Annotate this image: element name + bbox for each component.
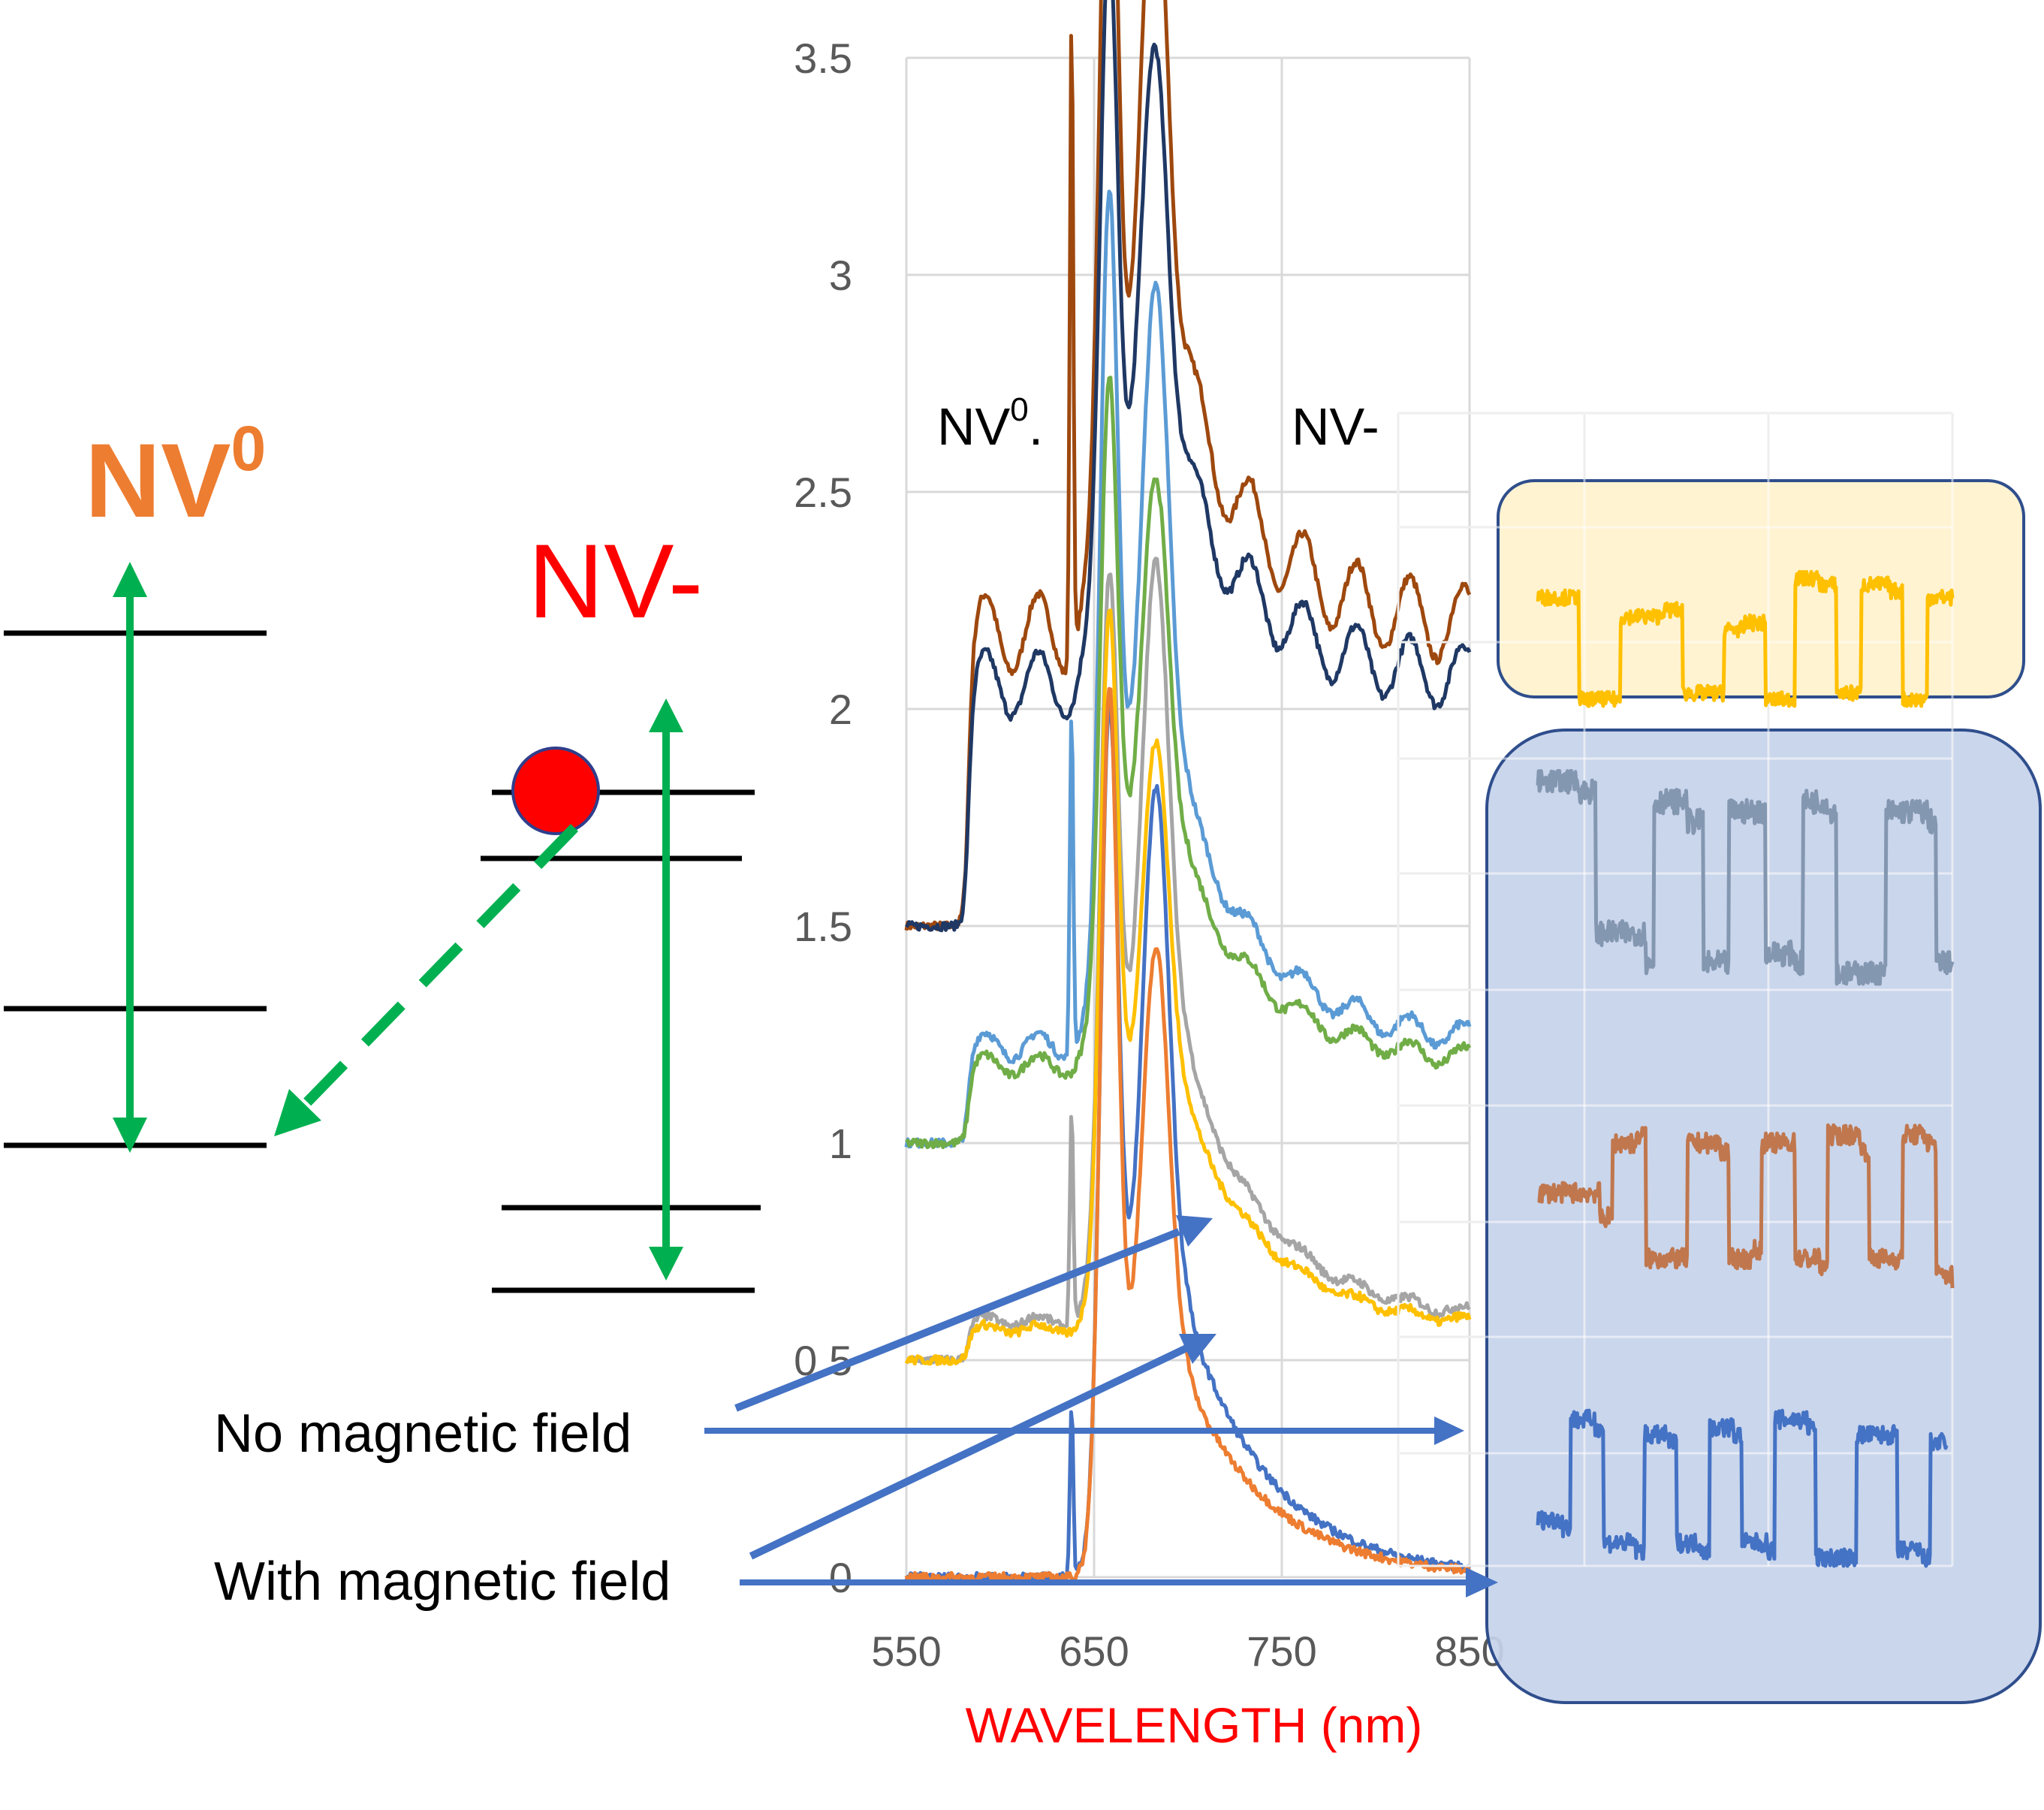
inset-grid-overlay: [1397, 412, 1954, 1567]
no-field-label: No magnetic field: [214, 1404, 632, 1464]
top-panel: [1497, 479, 2025, 698]
nvminus-label: NV-: [528, 522, 703, 640]
x-axis-label: WAVELENGTH (nm): [966, 1697, 1423, 1753]
time-trace-inset: [1397, 412, 2042, 1704]
spectrum-line: [905, 376, 1472, 1150]
nvminus-peak-label: NV-: [1292, 397, 1379, 456]
energy-diagram: NV0 NV-: [4, 413, 761, 1293]
arrow-with-field-to-spectrum: [749, 1334, 1216, 1560]
spectrum-chart: 00.511.522.533.5 550 650 750 850 WAVELENGTH…: [794, 0, 1505, 1753]
y-tick-label: 3.5: [794, 35, 852, 82]
spectrum-line: [904, 608, 1472, 1366]
y-tick-label: 0: [829, 1554, 852, 1601]
nvminus-transition-arrow: [649, 698, 683, 1281]
with-field-label: With magnetic field: [214, 1552, 671, 1612]
x-tick-label: 650: [1059, 1627, 1129, 1675]
pointer-arrows: No magnetic field With magnetic field: [214, 1215, 1498, 1612]
time-trace-line: [1536, 769, 1955, 986]
decay-dashed-arrow: [274, 824, 579, 1136]
chart-grid: [905, 56, 1471, 1579]
nv0-peak-label: NV0.: [937, 391, 1043, 456]
spectrum-line: [904, 0, 1472, 933]
nv0-transition-arrow: [113, 562, 147, 1153]
spectrum-line: [904, 189, 1472, 1149]
nv0-label: NV0: [85, 413, 266, 539]
electron-dot: [511, 747, 600, 835]
time-traces: [1536, 570, 1955, 1568]
arrow-no-field-to-spectrum: [734, 1215, 1213, 1412]
spectrum-line: [904, 0, 1472, 932]
y-tick-label: 2: [829, 686, 852, 733]
y-tick-labels: 00.511.522.533.5: [794, 35, 852, 1601]
x-tick-labels: 550 650 750 850: [871, 1627, 1504, 1675]
x-tick-label: 750: [1247, 1627, 1316, 1675]
arrow-with-field-to-trace: [740, 1567, 1498, 1597]
arrow-no-field-to-trace: [704, 1416, 1464, 1445]
time-trace-line: [1536, 1123, 1955, 1289]
spectrum-line: [905, 557, 1471, 1365]
spectrum-series: [904, 0, 1472, 1584]
y-tick-label: 2.5: [794, 469, 852, 516]
bottom-panel: [1485, 729, 2042, 1704]
time-trace-line: [1536, 1408, 1949, 1568]
time-trace-line: [1536, 570, 1955, 708]
x-tick-label: 550: [871, 1627, 941, 1675]
y-tick-label: 3: [829, 252, 852, 299]
spectrum-line: [904, 686, 1472, 1584]
y-tick-label: 1.5: [794, 903, 852, 950]
y-tick-label: 1: [829, 1120, 852, 1167]
